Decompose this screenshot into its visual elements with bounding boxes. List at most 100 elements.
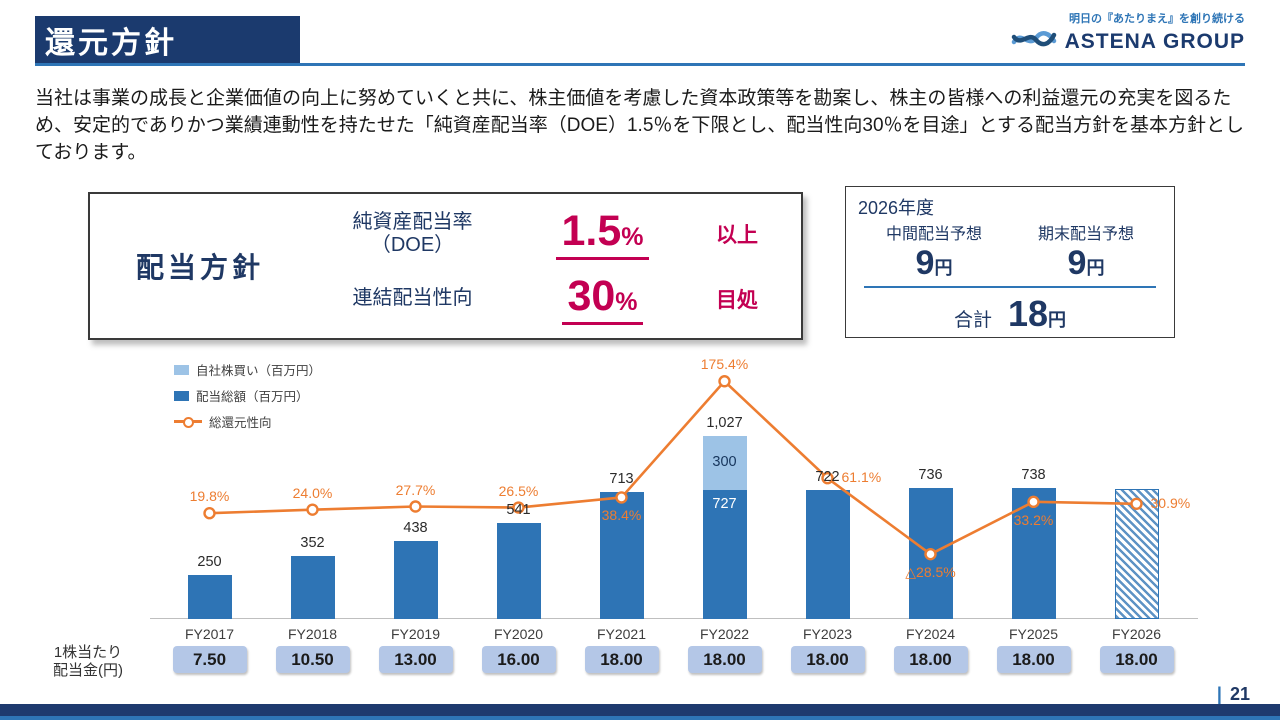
- per-share-label-line2: 配当金(円): [53, 662, 123, 679]
- doe-row: 純資産配当率 （DOE） 1.5% 以上: [310, 207, 787, 260]
- payout-ratio-label: 連結配当性向: [310, 287, 515, 310]
- bar-total: 722: [815, 469, 840, 486]
- yearend-dividend-col: 期末配当予想 9円: [1010, 220, 1162, 283]
- bar-total: 352: [300, 535, 325, 552]
- stack-label: 300: [712, 453, 737, 470]
- line-marker: [409, 500, 422, 513]
- bar-total: 541: [506, 501, 531, 518]
- x-label: FY2018: [287, 626, 338, 642]
- stack-label: 727: [712, 495, 737, 512]
- yearend-dividend-label: 期末配当予想: [1037, 226, 1134, 243]
- dividend-bar: [908, 488, 953, 619]
- page-title-text: 還元方針: [45, 26, 177, 60]
- pct-label: 27.7%: [395, 481, 436, 498]
- forecast-year: 2026年度: [858, 198, 935, 218]
- pct-label: 24.0%: [292, 484, 333, 501]
- line-marker: [203, 507, 216, 520]
- per-share-value: 18.00: [584, 646, 659, 673]
- chart-legend: 自社株買い（百万円） 配当総額（百万円） 総還元性向: [174, 360, 321, 438]
- pct-label: 19.8%: [189, 488, 230, 505]
- yearend-dividend-value: 9: [1067, 244, 1087, 282]
- legend-total-return-label: 総還元性向: [209, 416, 272, 430]
- per-share-value: 16.00: [481, 646, 556, 673]
- bottom-band: [0, 704, 1280, 716]
- interim-dividend-label: 中間配当予想: [885, 226, 982, 243]
- legend-buyback: 自社株買い（百万円）: [174, 360, 321, 379]
- bar-total: 736: [918, 466, 943, 483]
- payout-value-number: 30: [567, 272, 616, 320]
- fy2026-forecast-box: 2026年度 中間配当予想 9円 期末配当予想 9円 合計 18円: [845, 186, 1175, 338]
- line-swatch-icon: [174, 417, 202, 427]
- per-share-value: 13.00: [378, 646, 453, 673]
- x-label: FY2021: [596, 626, 647, 642]
- policy-box-title: 配当方針: [135, 252, 264, 283]
- pct-label: 30.9%: [1150, 494, 1191, 511]
- buyback-swatch-icon: [174, 364, 189, 375]
- payout-ratio-value: 30%: [515, 272, 690, 325]
- interim-dividend-col: 中間配当予想 9円: [858, 220, 1010, 283]
- line-marker: [306, 503, 319, 516]
- title-underline: [35, 63, 1245, 66]
- bar-total: 438: [403, 520, 428, 537]
- logo-name: ASTENA GROUP: [1064, 29, 1245, 53]
- wave-logo-icon: [1011, 28, 1057, 55]
- pct-label: 38.4%: [601, 507, 642, 524]
- doe-value: 1.5%: [515, 207, 690, 260]
- doe-label-line1: 純資産配当率: [352, 210, 473, 233]
- bar-total: 738: [1021, 466, 1046, 483]
- pct-label: 175.4%: [700, 356, 749, 373]
- doe-value-unit: %: [621, 223, 644, 251]
- x-label: FY2024: [905, 626, 956, 642]
- dividend-swatch-icon: [174, 390, 189, 401]
- forecast-total-row: 合計 18円: [858, 293, 1162, 335]
- per-share-value: 18.00: [790, 646, 865, 673]
- logo-tagline: 明日の『あたりまえ』を創り続ける: [1069, 13, 1245, 25]
- x-label: FY2019: [390, 626, 441, 642]
- payout-ratio-row: 連結配当性向 30% 目処: [310, 272, 787, 325]
- doe-suffix: 以上: [716, 223, 758, 247]
- page-title: 還元方針: [35, 16, 300, 63]
- pct-label: 61.1%: [841, 469, 882, 486]
- intro-paragraph: 当社は事業の成長と企業価値の向上に努めていくと共に、株主価値を考慮した資本政策等…: [35, 88, 1244, 163]
- dividend-bar: [1011, 487, 1056, 619]
- legend-total-return: 総還元性向: [174, 412, 321, 431]
- x-axis-line: [150, 618, 1198, 619]
- pct-label: 26.5%: [498, 482, 539, 499]
- pct-label: 33.2%: [1013, 511, 1054, 528]
- per-share-value: 10.50: [275, 646, 350, 673]
- dividend-bar: [496, 522, 541, 619]
- payout-suffix: 目処: [716, 288, 758, 312]
- bar-total: 713: [609, 471, 634, 488]
- x-label: FY2025: [1008, 626, 1059, 642]
- per-share-value: 7.50: [172, 646, 247, 673]
- per-share-label-line1: 1株当たり: [53, 644, 123, 661]
- bottom-band-accent: [0, 716, 1280, 720]
- per-share-value: 18.00: [996, 646, 1071, 673]
- dividend-bar: [290, 556, 335, 619]
- per-share-value: 18.00: [893, 646, 968, 673]
- bar-total: 1,027: [706, 415, 743, 432]
- payout-label-line1: 連結配当性向: [352, 287, 473, 309]
- doe-label: 純資産配当率 （DOE）: [310, 211, 515, 257]
- legend-dividend-label: 配当総額（百万円）: [196, 390, 309, 404]
- dividend-bar: [805, 490, 850, 619]
- payout-value-unit: %: [615, 288, 638, 316]
- bar-total: 250: [197, 553, 222, 570]
- pct-label: △28.5%: [905, 564, 956, 581]
- forecast-total-label: 合計: [953, 310, 992, 331]
- yearend-dividend-unit: 円: [1086, 258, 1105, 278]
- x-label: FY2026: [1111, 626, 1162, 642]
- x-label: FY2023: [802, 626, 853, 642]
- per-share-row-label: 1株当たり 配当金(円): [28, 644, 148, 680]
- forecast-divider: [864, 286, 1156, 288]
- legend-dividend: 配当総額（百万円）: [174, 386, 321, 405]
- dividend-bar: [393, 541, 438, 619]
- per-share-dividend-row: 7.50 10.50 13.00 16.00 18.00 18.00 18.00 18.00 1…: [158, 646, 1188, 674]
- dividend-history-chart: 自社株買い（百万円） 配当総額（百万円） 総還元性向 250 FY2017 352 F…: [150, 352, 1198, 642]
- x-label: FY2022: [699, 626, 750, 642]
- company-logo: 明日の『あたりまえ』を創り続ける ASTENA GROUP: [1011, 10, 1245, 55]
- line-marker: [718, 375, 731, 388]
- per-share-value: 18.00: [1099, 646, 1174, 673]
- dividend-bar: [187, 574, 232, 619]
